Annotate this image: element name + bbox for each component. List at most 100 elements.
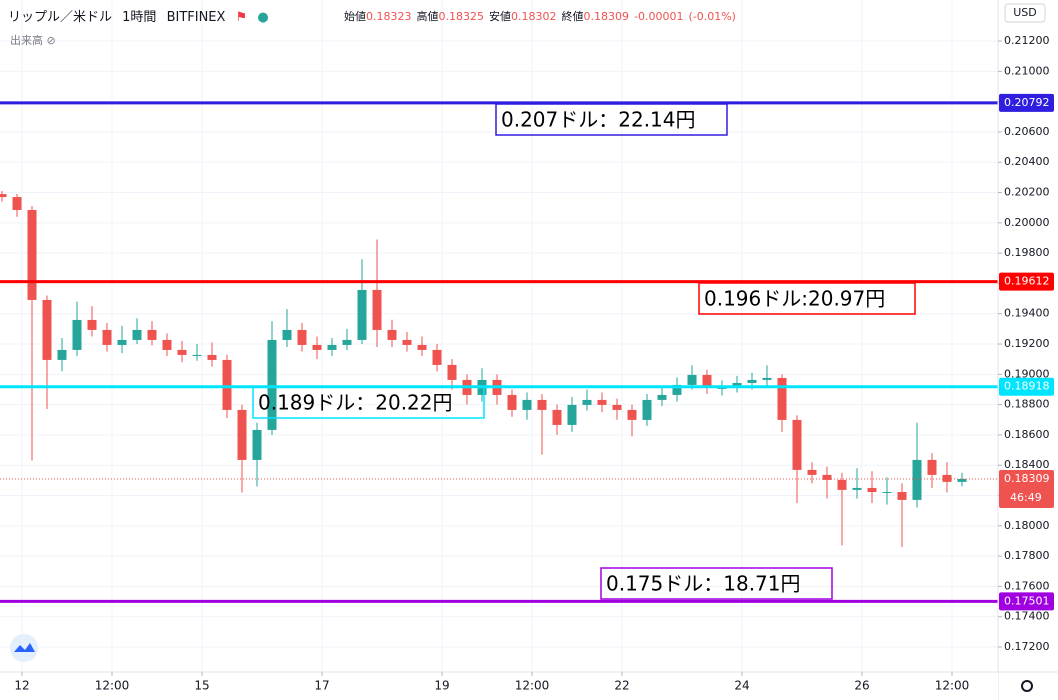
candle-body — [942, 474, 952, 482]
candle-body — [837, 479, 847, 490]
x-tick-label: 12:00 — [95, 679, 130, 693]
candle-body — [927, 459, 937, 475]
candle-body — [117, 339, 127, 345]
candle-body — [687, 374, 697, 385]
candle-body — [852, 487, 862, 490]
candle-body — [192, 354, 202, 356]
candle-body — [807, 469, 817, 475]
stat-label: 高値 — [416, 10, 439, 23]
x-tick-label: 17 — [314, 679, 329, 693]
candle-body — [582, 399, 592, 405]
candle-body — [522, 399, 532, 410]
last-price-tag — [999, 470, 1054, 509]
candle-body — [552, 409, 562, 425]
level-annotation: 0.207ドル：22.14円 — [501, 108, 696, 132]
y-tick-label: 0.20400 — [1004, 155, 1050, 168]
logo-mark — [14, 643, 35, 652]
candle-body — [672, 384, 682, 395]
level-annotation: 0.175ドル：18.71円 — [606, 572, 801, 596]
level-box — [495, 103, 728, 136]
candle-body — [177, 349, 187, 355]
candle-body — [762, 377, 772, 380]
level-price-label: 0.19612 — [1004, 275, 1050, 288]
candle-body — [402, 339, 412, 345]
x-tick-label: 12:00 — [935, 679, 970, 693]
candle-body — [342, 339, 352, 345]
candle-body — [432, 349, 442, 365]
level-price-label: 0.17501 — [1004, 594, 1050, 607]
level-price-tag — [999, 592, 1054, 611]
price-axis-bg — [998, 0, 1058, 700]
currency-box[interactable] — [1004, 3, 1046, 23]
candle-body — [627, 409, 637, 420]
candle-body — [297, 329, 307, 345]
stat-label: 終値 — [561, 10, 584, 23]
candle-body — [417, 344, 427, 350]
candle-body — [822, 474, 832, 480]
y-tick-label: 0.17800 — [1004, 549, 1050, 562]
level-price-label: 0.18918 — [1004, 380, 1050, 393]
candle-body — [252, 429, 262, 460]
x-tick-label: 12 — [14, 679, 29, 693]
hide-icon[interactable]: ⊘ — [46, 34, 56, 47]
y-tick-label: 0.21000 — [1004, 64, 1050, 77]
last-price-label: 0.18309 — [1004, 472, 1050, 485]
currency: USD — [1013, 6, 1037, 19]
x-tick-label: 22 — [614, 679, 629, 693]
x-tick-label: 12:00 — [515, 679, 550, 693]
candle-body — [507, 394, 517, 410]
countdown: 46:49 — [1010, 491, 1042, 504]
ohlc-stats: 始値0.18323 高値0.18325 安値0.18302 終値0.18309 -0.0… — [344, 8, 741, 24]
candle-body — [387, 329, 397, 340]
level-box — [252, 386, 485, 419]
status-dot: ● — [257, 10, 269, 25]
candle-body — [27, 209, 37, 300]
candle-body — [102, 329, 112, 345]
candle-body — [0, 194, 7, 198]
y-tick-label: 0.19000 — [1004, 367, 1050, 380]
candle-body — [792, 419, 802, 470]
candle-body — [237, 409, 247, 460]
candle-body — [882, 492, 892, 494]
symbol-header: リップル／米ドル 1時間 BITFINEX ⚑ ● — [8, 6, 275, 25]
candle-body — [777, 377, 787, 420]
candle-body — [447, 364, 457, 380]
candle-body — [657, 394, 667, 400]
y-tick-label: 0.21200 — [1004, 34, 1050, 47]
candle-body — [717, 387, 727, 389]
y-tick-label: 0.19400 — [1004, 307, 1050, 320]
y-tick-label: 0.17200 — [1004, 640, 1050, 653]
level-box — [600, 567, 833, 600]
y-tick-label: 0.20200 — [1004, 186, 1050, 199]
candle-body — [312, 344, 322, 350]
y-tick-label: 0.19200 — [1004, 337, 1050, 350]
level-price-tag — [999, 272, 1054, 291]
candle-body — [867, 487, 877, 493]
candle-body — [12, 197, 22, 210]
level-box — [698, 282, 916, 315]
logo[interactable] — [10, 634, 38, 662]
candle-body — [222, 359, 232, 410]
candle-body — [87, 319, 97, 330]
settings-icon[interactable] — [1021, 680, 1033, 692]
candle-body — [57, 349, 67, 360]
candle-body — [702, 374, 712, 388]
candle-body — [357, 289, 367, 340]
y-tick-label: 0.18400 — [1004, 458, 1050, 471]
candle-body — [537, 399, 547, 410]
flag-icon[interactable]: ⚑ — [235, 10, 248, 25]
candle-body — [612, 404, 622, 410]
time-axis-bg — [0, 672, 998, 700]
candle-body — [282, 329, 292, 340]
y-tick-label: 0.18600 — [1004, 428, 1050, 441]
y-tick-label: 0.20600 — [1004, 125, 1050, 138]
y-tick-label: 0.18800 — [1004, 398, 1050, 411]
change-pct: (-0.01%) — [688, 10, 736, 23]
volume-header: 出来高 ⊘ — [10, 32, 56, 48]
x-tick-label: 24 — [734, 679, 749, 693]
y-tick-label: 0.19800 — [1004, 246, 1050, 259]
level-price-tag — [999, 93, 1054, 112]
y-tick-label: 0.18000 — [1004, 519, 1050, 532]
candle-body — [642, 399, 652, 420]
candle-body — [162, 339, 172, 350]
